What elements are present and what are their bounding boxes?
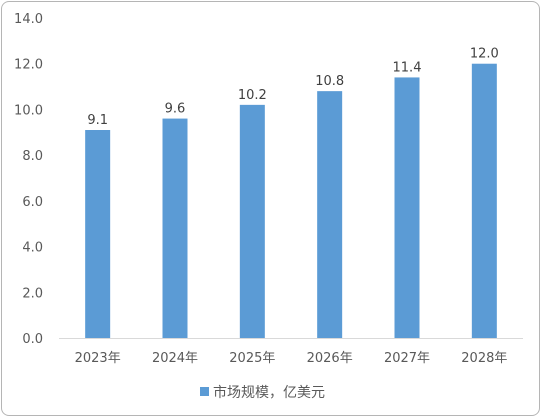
bar-1	[162, 118, 188, 338]
y-tick-label-5: 10.0	[14, 103, 43, 118]
bars	[85, 63, 497, 339]
data-label-2: 10.2	[238, 88, 267, 103]
data-label-3: 10.8	[315, 74, 344, 89]
bar-4	[394, 77, 420, 338]
x-tick-label-1: 2024年	[152, 351, 198, 366]
bar-3	[317, 91, 343, 339]
data-label-5: 12.0	[470, 47, 499, 62]
y-tick-label-7: 14.0	[14, 12, 43, 27]
y-tick-label-3: 6.0	[22, 195, 43, 210]
y-tick-label-0: 0.0	[22, 332, 43, 347]
y-tick-label-4: 8.0	[22, 149, 43, 164]
bar-5	[471, 63, 497, 338]
x-tick-label-0: 2023年	[75, 351, 121, 366]
y-tick-label-1: 2.0	[22, 286, 43, 301]
x-axis-labels: 2023年 2024年 2025年 2026年 2027年 2028年	[75, 351, 508, 366]
data-label-4: 11.4	[393, 60, 422, 75]
legend-label: 市场规模，亿美元	[213, 384, 325, 401]
legend-swatch	[200, 387, 209, 396]
legend: 市场规模，亿美元	[200, 384, 325, 401]
data-label-0: 9.1	[87, 113, 108, 128]
bar-0	[85, 130, 111, 338]
data-labels: 9.1 9.6 10.2 10.8 11.4 12.0	[87, 47, 498, 128]
data-label-1: 9.6	[165, 102, 186, 117]
x-tick-label-5: 2028年	[461, 351, 507, 366]
x-tick-label-4: 2027年	[384, 351, 430, 366]
y-tick-label-6: 12.0	[14, 58, 43, 73]
y-axis-labels: 0.0 2.0 4.0 6.0 8.0 10.0 12.0 14.0	[14, 12, 43, 347]
bar-2	[239, 104, 265, 338]
x-tick-label-2: 2025年	[229, 351, 275, 366]
y-tick-label-2: 4.0	[22, 241, 43, 256]
x-tick-label-3: 2026年	[307, 351, 353, 366]
